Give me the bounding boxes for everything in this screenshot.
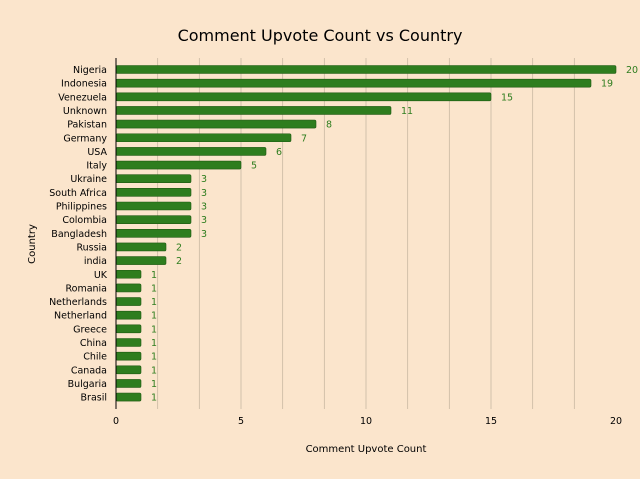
y-tick-label: Bangladesh <box>51 229 107 240</box>
bar <box>115 160 242 170</box>
bar <box>115 392 142 402</box>
y-axis-label: Country <box>27 224 38 264</box>
data-label: 5 <box>251 161 257 172</box>
data-label: 19 <box>601 79 613 90</box>
y-tick-label: Russia <box>76 242 107 253</box>
y-tick-label: Philippines <box>56 202 107 213</box>
bar <box>115 229 192 238</box>
bar <box>115 269 142 279</box>
data-label: 3 <box>201 174 207 185</box>
data-label: 7 <box>301 133 307 144</box>
y-tick-label: South Africa <box>49 188 107 199</box>
y-tick-label: Chile <box>83 352 107 363</box>
data-label: 1 <box>151 324 157 335</box>
y-tick-label: india <box>84 256 107 267</box>
data-label: 1 <box>151 311 157 322</box>
data-label: 1 <box>151 297 157 308</box>
bar <box>115 133 292 143</box>
bar <box>115 283 142 293</box>
data-label: 3 <box>201 188 207 199</box>
y-tick-label: Ukraine <box>70 174 107 185</box>
y-tick-label: Canada <box>71 365 107 376</box>
bar <box>115 365 142 375</box>
y-tick-labels: Nigeria Indonesia Venezuela Unknown Pakistan… <box>49 65 108 404</box>
y-tick-label: USA <box>87 147 107 158</box>
y-tick-label: Brasil <box>81 393 107 404</box>
y-tick-label: Pakistan <box>67 120 107 131</box>
bar <box>115 310 142 320</box>
grid-lines <box>157 58 575 409</box>
bar <box>115 256 167 265</box>
bar <box>115 379 142 388</box>
bars <box>115 65 617 402</box>
x-tick-label: 20 <box>610 416 622 427</box>
data-label: 3 <box>201 215 207 226</box>
bar <box>115 78 592 88</box>
data-label: 3 <box>201 229 207 240</box>
data-label: 1 <box>151 379 157 390</box>
bar <box>115 119 317 129</box>
bar <box>115 106 392 115</box>
y-tick-label: Germany <box>63 133 107 144</box>
y-tick-label: Greece <box>73 324 107 335</box>
data-label: 1 <box>151 338 157 349</box>
data-label: 1 <box>151 270 157 281</box>
data-label: 3 <box>201 202 207 213</box>
data-label: 20 <box>626 65 638 76</box>
x-axis-label: Comment Upvote Count <box>306 444 427 455</box>
bar <box>115 297 142 306</box>
data-label: 1 <box>151 352 157 363</box>
y-tick-label: Indonesia <box>61 79 107 90</box>
y-tick-label: Unknown <box>63 106 107 117</box>
data-label: 1 <box>151 283 157 294</box>
bar <box>115 338 142 347</box>
y-tick-label: Colombia <box>62 215 107 226</box>
y-tick-label: UK <box>94 270 108 281</box>
bar <box>115 324 142 334</box>
y-tick-label: Netherlands <box>49 297 107 308</box>
bar <box>115 92 492 102</box>
x-tick-label: 5 <box>238 416 244 427</box>
y-tick-label: Nigeria <box>73 65 107 76</box>
y-tick-label: Netherland <box>54 311 107 322</box>
bar <box>115 188 192 197</box>
data-label: 15 <box>501 92 513 103</box>
chart-title: Comment Upvote Count vs Country <box>178 26 463 45</box>
data-label: 11 <box>401 106 413 117</box>
y-tick-label: Bulgaria <box>68 379 107 390</box>
x-tick-label: 10 <box>360 416 372 427</box>
bar <box>115 201 192 211</box>
bar <box>115 147 267 156</box>
data-label: 2 <box>176 242 182 253</box>
data-label: 6 <box>276 147 282 158</box>
bar <box>115 174 192 183</box>
x-tick-label: 0 <box>113 416 119 427</box>
bar <box>115 65 617 74</box>
data-label: 2 <box>176 256 182 267</box>
bar <box>115 215 192 224</box>
x-tick-label: 15 <box>485 416 497 427</box>
data-label: 1 <box>151 365 157 376</box>
x-tick-labels: 0 5 10 15 20 <box>113 416 622 427</box>
bar <box>115 351 142 361</box>
y-tick-label: Venezuela <box>58 92 107 103</box>
y-tick-label: Romania <box>65 283 107 294</box>
bar <box>115 242 167 252</box>
data-label: 8 <box>326 120 332 131</box>
y-tick-label: China <box>80 338 107 349</box>
data-label: 1 <box>151 393 157 404</box>
y-tick-label: Italy <box>86 161 107 172</box>
